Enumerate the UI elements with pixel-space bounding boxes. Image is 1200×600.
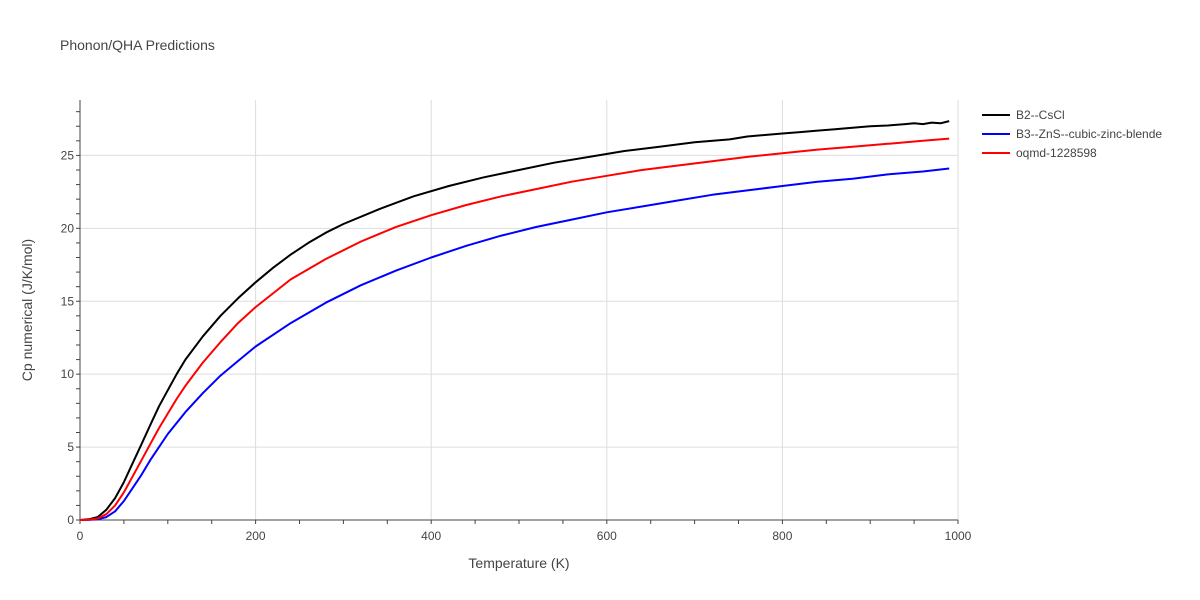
legend-label: B3--ZnS--cubic-zinc-blende bbox=[1016, 127, 1162, 141]
y-tick-label: 5 bbox=[67, 440, 74, 454]
axes: 0 200 400 600 800 1000 0 5 10 15 20 25 bbox=[61, 100, 972, 543]
series-line-0 bbox=[79, 120, 950, 521]
x-tick-label: 400 bbox=[421, 529, 441, 543]
legend-item-1[interactable]: B3--ZnS--cubic-zinc-blende bbox=[982, 127, 1162, 141]
x-tick-label: 0 bbox=[77, 529, 84, 543]
y-tick-label: 10 bbox=[61, 367, 75, 381]
legend-label: B2--CsCl bbox=[1016, 108, 1065, 122]
legend[interactable]: B2--CsCl B3--ZnS--cubic-zinc-blende oqmd-1… bbox=[982, 108, 1162, 160]
y-axis-title: Cp numerical (J/K/mol) bbox=[19, 239, 35, 381]
x-axis-title: Temperature (K) bbox=[468, 555, 569, 571]
series-line-2 bbox=[79, 137, 950, 521]
y-tick-label: 15 bbox=[61, 294, 75, 308]
legend-label: oqmd-1228598 bbox=[1016, 146, 1097, 160]
y-tick-label: 25 bbox=[61, 148, 75, 162]
legend-item-2[interactable]: oqmd-1228598 bbox=[982, 146, 1097, 160]
x-tick-label: 600 bbox=[597, 529, 617, 543]
x-tick-label: 1000 bbox=[945, 529, 972, 543]
legend-item-0[interactable]: B2--CsCl bbox=[982, 108, 1065, 122]
x-tick-label: 800 bbox=[772, 529, 792, 543]
x-tick-label: 200 bbox=[246, 529, 266, 543]
series-lines bbox=[79, 120, 950, 521]
grid bbox=[80, 100, 959, 520]
y-tick-label: 0 bbox=[67, 513, 74, 527]
chart-title: Phonon/QHA Predictions bbox=[60, 37, 215, 53]
y-tick-label: 20 bbox=[61, 221, 75, 235]
series-line-1 bbox=[79, 167, 950, 521]
